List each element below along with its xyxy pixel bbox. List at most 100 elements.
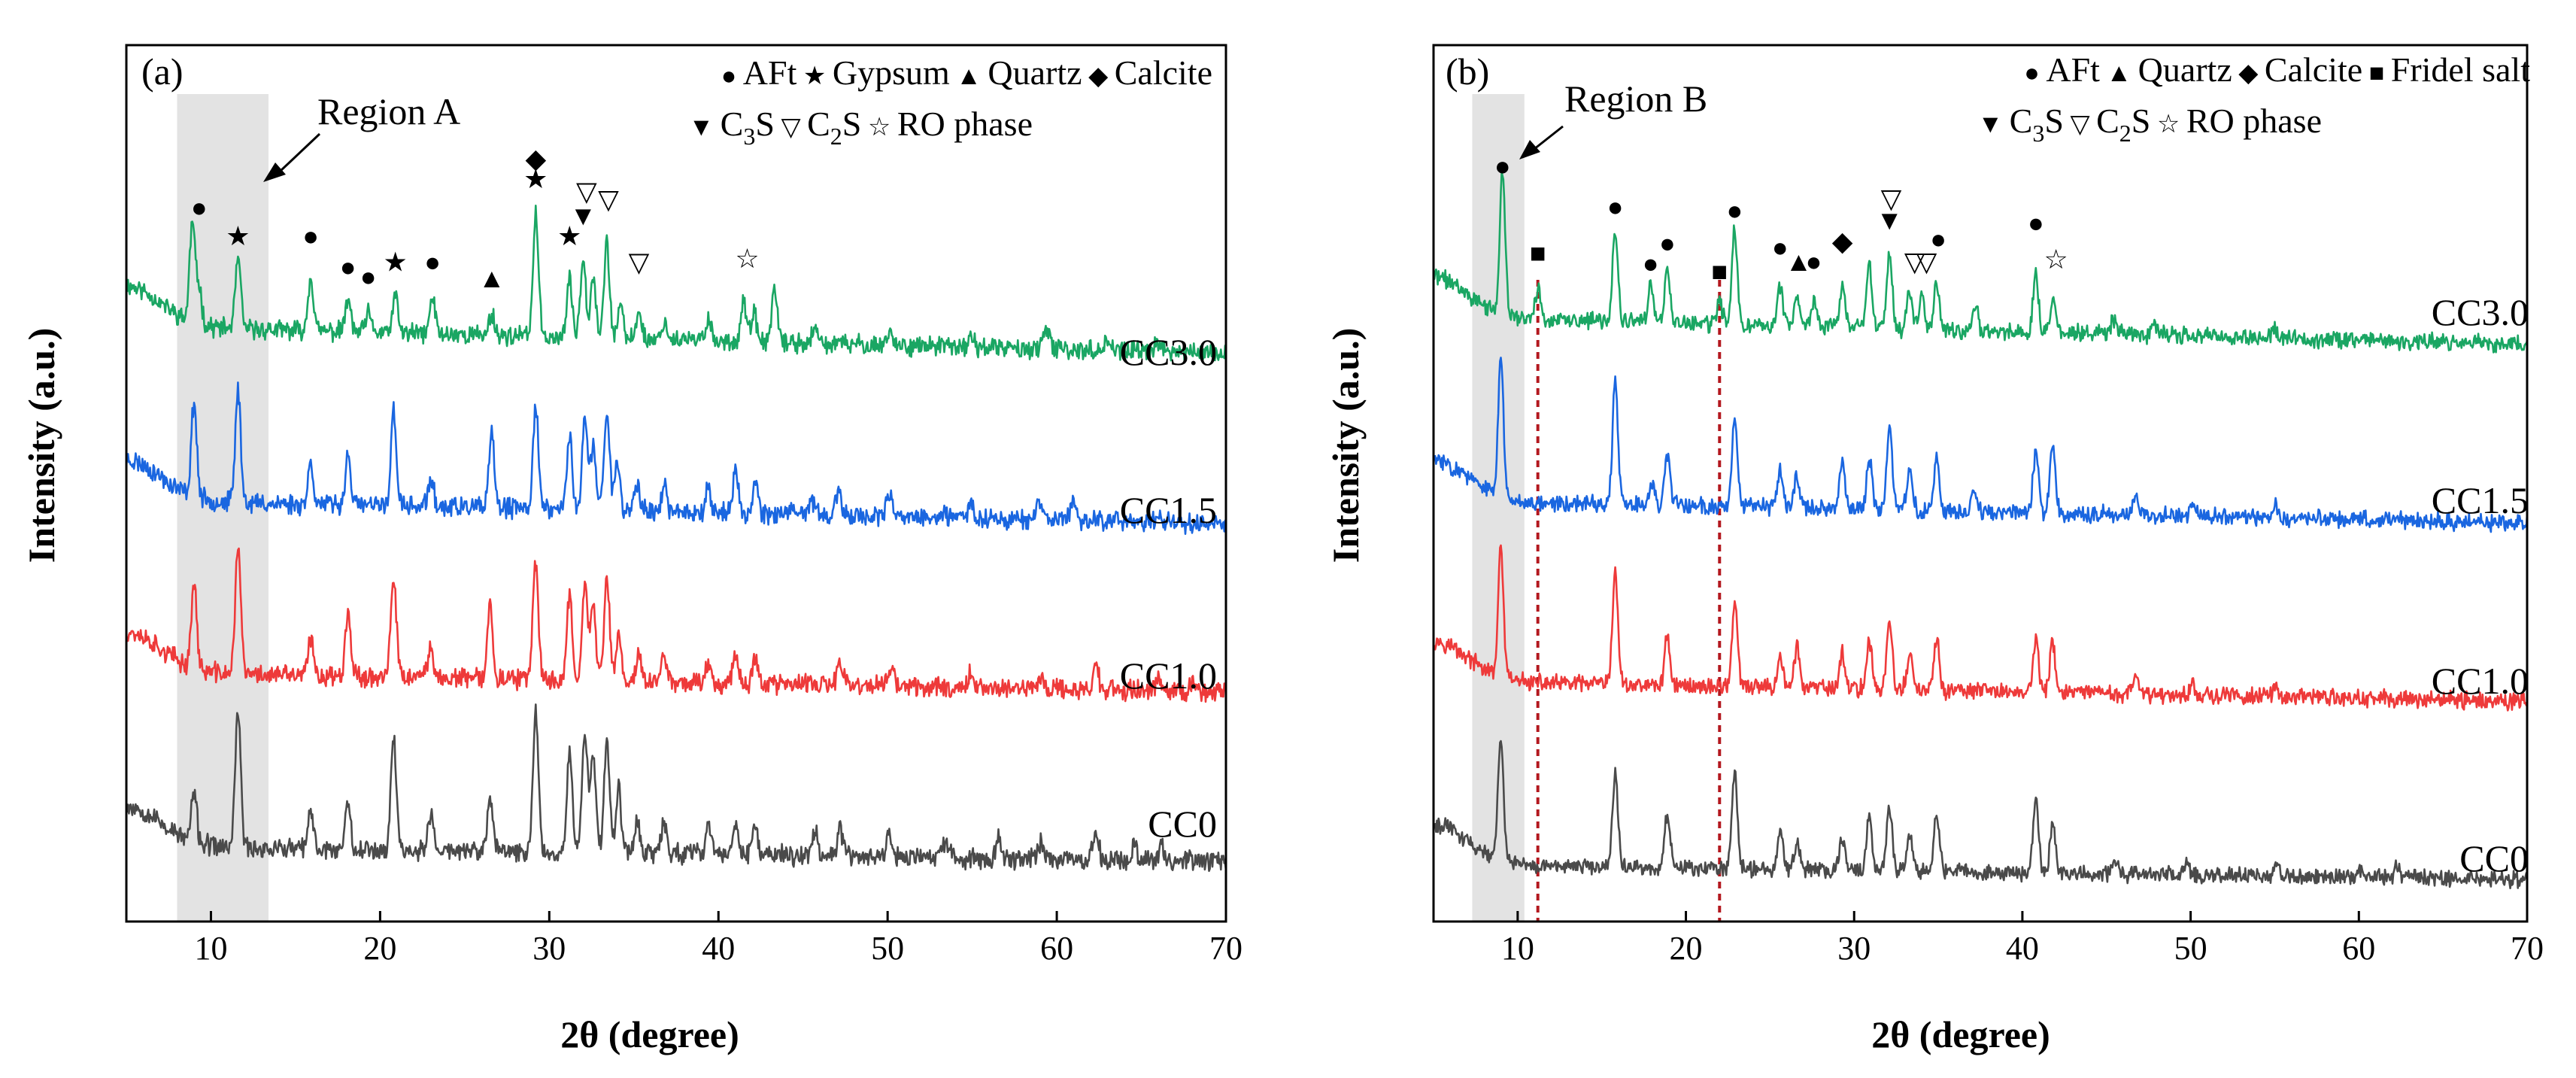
phase-marker: ★ bbox=[226, 221, 250, 251]
panel-b-phase-markers: ●■●●●■●●▲●◆▼▽▽▽●●☆ bbox=[1494, 151, 2068, 287]
x-tick-label: 40 bbox=[702, 930, 735, 967]
legend-row-1: ● AFt ▲ Quartz ◆ Calcite ■ Fridel salt bbox=[2024, 50, 2530, 89]
legend-label: AFt bbox=[2046, 50, 2100, 89]
series-line-cc1-5 bbox=[125, 381, 1227, 536]
phase-marker: ★ bbox=[383, 247, 407, 277]
legend-symbol: ☆ bbox=[2150, 111, 2186, 138]
legend-label: AFt bbox=[743, 53, 797, 92]
legend-symbol: ▽ bbox=[2064, 111, 2096, 138]
phase-marker: ▽ bbox=[629, 247, 650, 277]
phase-marker: ▼ bbox=[569, 201, 596, 231]
legend-symbol: ▲ bbox=[950, 62, 988, 90]
x-axis-title: 2θ (degree) bbox=[1871, 1013, 2050, 1055]
legend-label-tail: S bbox=[2044, 102, 2064, 140]
series-label: CC1.0 bbox=[1120, 654, 1217, 697]
legend-symbol: ▼ bbox=[689, 114, 721, 141]
phase-marker: ◆ bbox=[525, 144, 546, 174]
region-label: Region B bbox=[1564, 77, 1707, 120]
phase-marker: ● bbox=[1806, 247, 1822, 277]
legend-symbol: ☆ bbox=[861, 114, 897, 141]
panel-label: (b) bbox=[1446, 50, 1489, 93]
phase-marker: ▲ bbox=[478, 263, 505, 293]
phase-marker: ▽ bbox=[576, 176, 597, 206]
region-arrow bbox=[1519, 125, 1564, 159]
phase-marker: ☆ bbox=[2044, 244, 2068, 275]
series-label: CC1.5 bbox=[1120, 489, 1217, 531]
region-arrow bbox=[263, 132, 321, 182]
series-line-cc3-0 bbox=[1433, 171, 2529, 354]
legend: ● AFt ▲ Quartz ◆ Calcite ■ Fridel salt ▼… bbox=[1978, 50, 2531, 147]
legend-subscript: 2 bbox=[830, 123, 842, 150]
legend-label-tail: S bbox=[2131, 102, 2151, 140]
x-tick-label: 70 bbox=[1209, 930, 1242, 967]
legend-label: C bbox=[807, 105, 830, 143]
legend-label: C bbox=[2010, 102, 2033, 140]
phase-marker: ● bbox=[1727, 196, 1743, 226]
legend-label: RO phase bbox=[2186, 102, 2322, 140]
x-tick-label: 20 bbox=[1670, 930, 1703, 967]
series-label: CC0 bbox=[1148, 803, 1217, 845]
legend-label: C bbox=[721, 105, 744, 143]
phase-marker: ● bbox=[1659, 228, 1676, 258]
legend-label-tail: S bbox=[755, 105, 775, 143]
legend-label-tail: S bbox=[842, 105, 862, 143]
phase-marker: ▼ bbox=[1876, 205, 1903, 235]
plot-frame bbox=[1432, 44, 2529, 923]
phase-marker: ● bbox=[302, 221, 319, 251]
x-ticks: 10 20 30 40 50 60 70 bbox=[194, 911, 1242, 967]
series-label: CC0 bbox=[2459, 837, 2529, 879]
x-tick-label: 70 bbox=[2511, 930, 2544, 967]
panel-b-series bbox=[1432, 171, 2529, 890]
phase-marker: ● bbox=[1607, 192, 1624, 222]
y-axis-title: Intensity (a.u.) bbox=[20, 328, 62, 563]
series-label: CC1.5 bbox=[2432, 479, 2529, 521]
panel-a: ●★ ●● ● ★ ●▲◆★★▼▽ ▽▽ ☆ 10 20 30 40 50 60 70 (a) ● AF… bbox=[20, 44, 1242, 1055]
phase-marker: ● bbox=[191, 193, 208, 223]
y-axis-title: Intensity (a.u.) bbox=[1324, 328, 1367, 563]
legend-symbol: ▼ bbox=[1978, 111, 2010, 138]
series-label: CC3.0 bbox=[2432, 291, 2529, 333]
legend-label: Quartz bbox=[988, 53, 1082, 92]
legend-symbol: ■ bbox=[2362, 59, 2391, 87]
legend-symbol: ◆ bbox=[1082, 62, 1115, 90]
phase-marker: ▽ bbox=[598, 184, 619, 214]
phase-marker: ★ bbox=[557, 221, 581, 251]
series-line-cc1-0 bbox=[125, 547, 1227, 703]
panel-a-series bbox=[125, 205, 1227, 873]
series-line-cc3-0 bbox=[126, 205, 1227, 364]
series-line-cc1-0 bbox=[1433, 544, 2528, 712]
series-line-cc0 bbox=[125, 703, 1227, 873]
phase-marker: ● bbox=[360, 262, 377, 292]
series-label: CC3.0 bbox=[1120, 331, 1217, 373]
x-tick-label: 50 bbox=[871, 930, 904, 967]
legend-label: C bbox=[2096, 102, 2119, 140]
phase-marker: ☆ bbox=[735, 244, 759, 274]
x-tick-label: 60 bbox=[2342, 930, 2375, 967]
legend-symbol: ▽ bbox=[775, 114, 807, 141]
series-line-cc0 bbox=[1433, 739, 2529, 890]
legend-subscript: 3 bbox=[743, 123, 755, 150]
region-label: Region A bbox=[317, 90, 460, 132]
series-line-cc1-5 bbox=[1432, 357, 2529, 533]
phase-marker: ▽ bbox=[1916, 247, 1937, 277]
x-tick-label: 10 bbox=[194, 930, 227, 967]
panel-a-phase-markers: ●★ ●● ● ★ ●▲◆★★▼▽ ▽▽ ☆ bbox=[191, 144, 760, 293]
phase-marker: ▽ bbox=[1881, 184, 1902, 214]
panel-label: (a) bbox=[141, 50, 184, 93]
legend-symbol: ▲ bbox=[2100, 59, 2138, 87]
legend-symbol: ● bbox=[2024, 59, 2046, 87]
x-tick-label: 20 bbox=[363, 930, 396, 967]
x-axis-title: 2θ (degree) bbox=[560, 1013, 739, 1055]
x-tick-label: 10 bbox=[1501, 930, 1534, 967]
series-label: CC1.0 bbox=[2432, 660, 2529, 702]
plot-frame bbox=[125, 44, 1227, 923]
legend-subscript: 3 bbox=[2032, 120, 2044, 147]
phase-marker: ■ bbox=[1711, 257, 1728, 287]
x-tick-label: 40 bbox=[2006, 930, 2039, 967]
x-tick-label: 30 bbox=[1837, 930, 1871, 967]
panel-b: ●■●●●■●●▲●◆▼▽▽▽●●☆ 10 20 30 40 50 60 70 (b) ● … bbox=[1324, 44, 2544, 1055]
phase-marker: ● bbox=[1494, 151, 1511, 181]
phase-marker: ▽ bbox=[1904, 247, 1925, 277]
phase-marker: ▲ bbox=[1786, 247, 1813, 277]
